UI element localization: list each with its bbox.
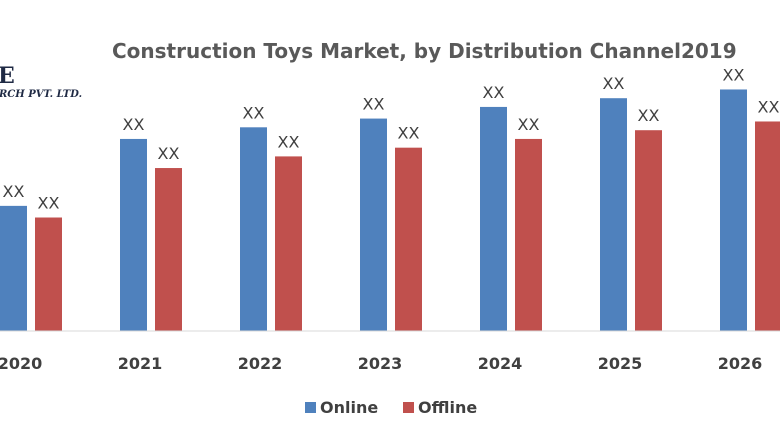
bar-offline-2025 [635,130,662,331]
data-label-online-2025: XX [603,74,625,93]
legend-label-offline: Offline [418,398,477,417]
data-label-offline-2024: XX [518,115,540,134]
x-tick-label-2020: 2020 [0,354,42,373]
bar-online-2026 [720,89,747,331]
data-label-online-2026: XX [723,65,745,84]
data-label-offline-2023: XX [398,124,420,143]
data-label-online-2022: XX [243,103,265,122]
bar-offline-2024 [515,138,542,331]
data-label-offline-2025: XX [638,106,660,125]
bar-online-2023 [360,118,387,331]
data-label-online-2020: XX [3,182,25,201]
bar-online-2024 [480,106,507,332]
bar-offline-2021 [155,168,182,331]
bar-online-2025 [600,98,627,331]
x-axis-ticks: 2020 2021 2022 2023 2024 2025 2026 [0,354,762,373]
bar-offline-2026 [755,121,780,331]
data-label-online-2024: XX [483,83,505,102]
bar-offline-2020 [35,217,62,331]
data-label-offline-2026: XX [758,97,780,116]
x-tick-label-2023: 2023 [358,354,403,373]
data-label-online-2023: XX [363,95,385,114]
bar-online-2022 [240,127,267,331]
data-label-online-2021: XX [123,115,145,134]
chart-title: Construction Toys Market, by Distributio… [112,39,737,63]
x-tick-label-2025: 2025 [598,354,643,373]
bar-offline-2023 [395,147,422,331]
legend-swatch-offline [403,402,414,413]
bar-offline-2022 [275,156,302,331]
data-label-offline-2020: XX [38,194,60,213]
logo-subtext: RCH PVT. LTD. [0,89,82,100]
data-label-offline-2022: XX [278,132,300,151]
logo-text: E [0,63,15,89]
bar-online-2021 [120,138,147,331]
x-tick-label-2021: 2021 [118,354,163,373]
legend: Online Offline [305,398,477,417]
bar-online-2020 [0,205,27,331]
legend-swatch-online [305,402,316,413]
x-tick-label-2022: 2022 [238,354,283,373]
legend-label-online: Online [320,398,378,417]
data-label-offline-2021: XX [158,144,180,163]
x-tick-label-2024: 2024 [478,354,523,373]
bars-group: XX XX XX XX XX XX XX XX XX XX XX XX XX XX [0,65,780,332]
x-tick-label-2026: 2026 [718,354,763,373]
